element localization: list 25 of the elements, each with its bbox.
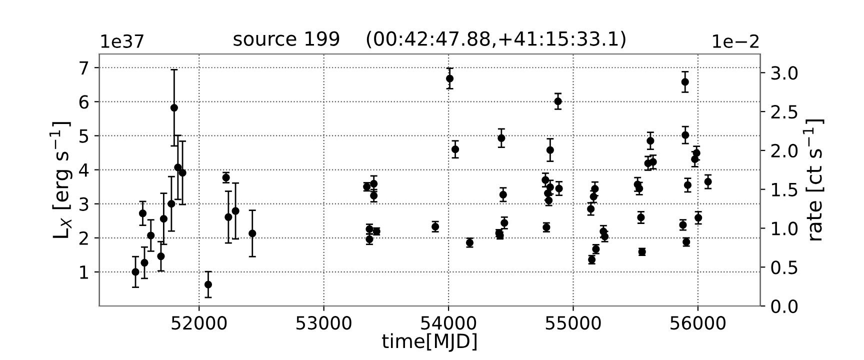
chart-title: source 199 (00:42:47.88,+41:15:33.1)	[234, 30, 626, 48]
y2-tick-label: 0.0	[771, 299, 798, 314]
x-tick-label: 56000	[670, 316, 726, 330]
x-tick-label: 52000	[172, 316, 227, 330]
text: 1e−2	[713, 34, 759, 48]
y-axis-title: L$_{X}$ [erg s$^{−1}$]	[49, 122, 72, 238]
y-tick-label: 1	[80, 266, 88, 279]
y-tick-label: 7	[80, 61, 88, 74]
x-axis-title: time[MJD]	[382, 333, 476, 352]
y-tick-label: 2	[79, 231, 88, 245]
y2-tick-label: 3.0	[771, 66, 798, 80]
y2-tick-label: 0.5	[771, 260, 798, 274]
x-tick-label: 53000	[296, 316, 352, 330]
y2-tick-label: 2.0	[771, 144, 798, 158]
x-tick-label: 55000	[546, 316, 601, 330]
y2-tick-label: 2.5	[771, 105, 798, 119]
y-tick-label: 4	[79, 163, 89, 177]
y-tick-label: 6	[79, 95, 88, 109]
text: 1e37	[101, 34, 144, 48]
y-tick-label: 3	[80, 197, 88, 211]
y-tick-label: 5	[80, 129, 88, 143]
y2-axis-title: rate [ct s$^{−1}$]	[802, 120, 824, 240]
y2-tick-label: 1.0	[772, 222, 798, 236]
y2-tick-label: 1.5	[772, 183, 798, 196]
x-tick-label: 54000	[421, 316, 476, 330]
